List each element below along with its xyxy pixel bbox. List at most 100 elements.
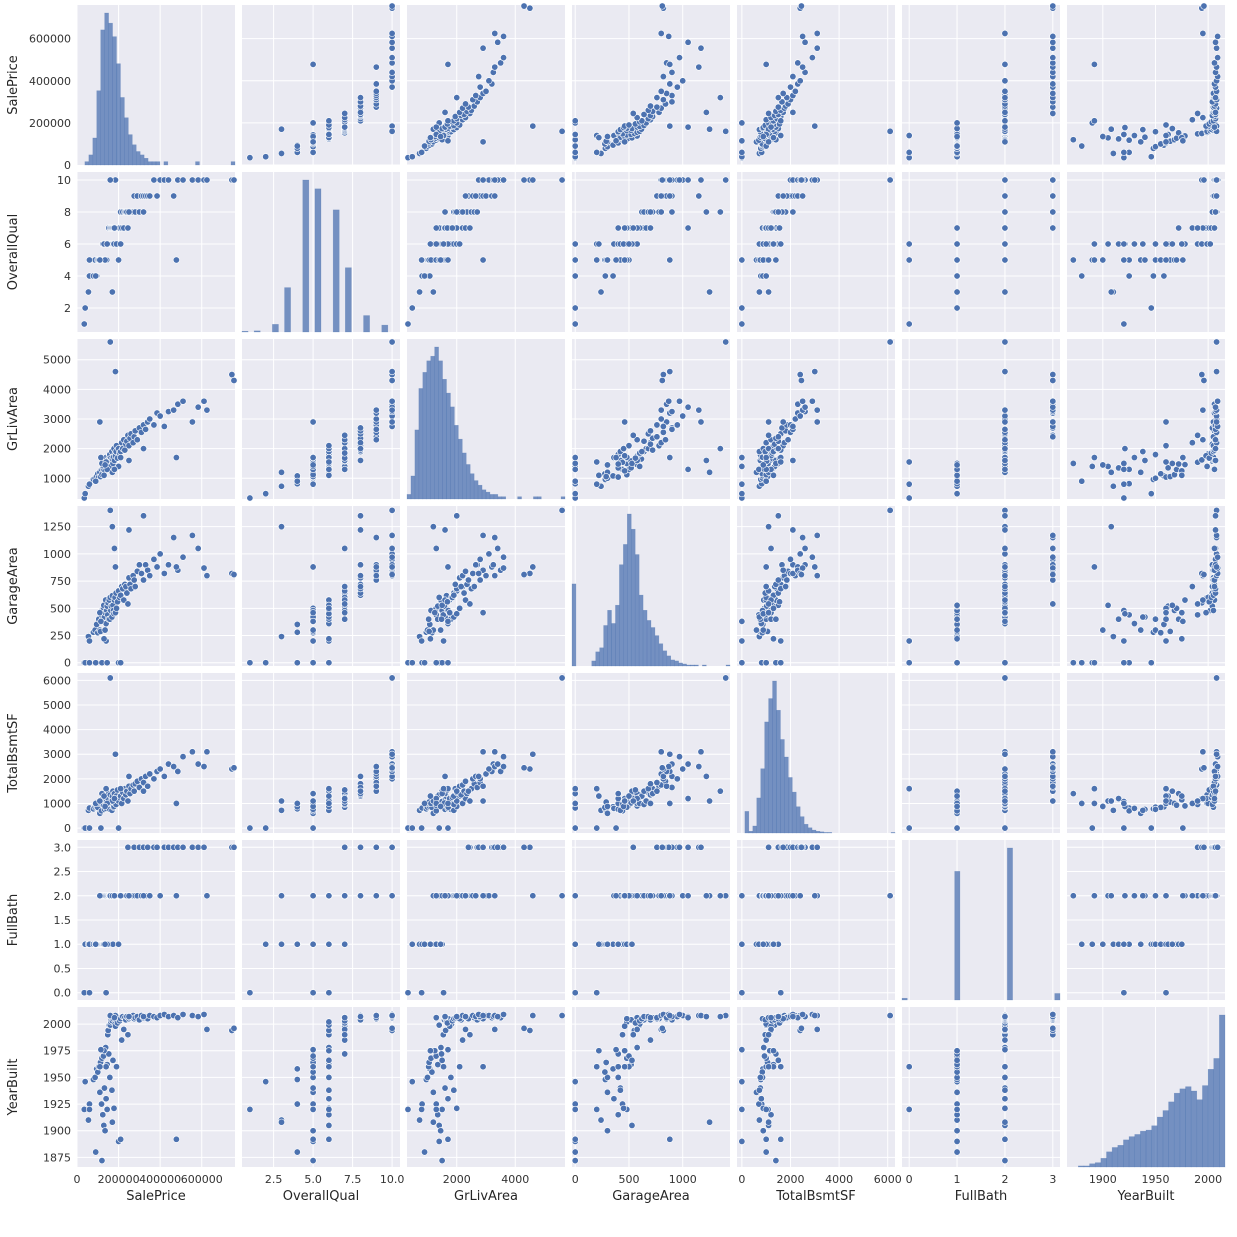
scatter-point (491, 748, 499, 756)
scatter-point (388, 44, 396, 52)
scatter-point (1001, 572, 1009, 580)
scatter-point (230, 843, 238, 851)
panel-GrLivArea-vs-OverallQual (242, 338, 400, 502)
scatter-point (309, 480, 317, 488)
scatter-point (571, 477, 579, 485)
y-axis-label: YearBuilt (6, 1058, 21, 1116)
scatter-point (657, 406, 665, 414)
scatter-point (905, 785, 913, 793)
scatter-point (117, 892, 125, 900)
scatter-point (953, 615, 961, 623)
scatter-point (783, 576, 791, 584)
panel-SalePrice-vs-GrLivArea (404, 2, 566, 166)
histogram-bar (442, 378, 447, 500)
scatter-point (416, 1116, 424, 1124)
x-tick-label: 0 (738, 1173, 745, 1186)
scatter-point (101, 461, 109, 469)
scatter-point (372, 534, 380, 542)
scatter-point (625, 442, 633, 450)
scatter-point (953, 659, 961, 667)
scatter-point (421, 940, 429, 948)
scatter-point (172, 256, 180, 264)
scatter-point (756, 1073, 764, 1081)
panel-GarageArea-vs-SalePrice (76, 506, 238, 667)
scatter-point (408, 304, 416, 312)
histogram-bar (752, 825, 757, 834)
scatter-point (1162, 797, 1170, 805)
scatter-point (309, 418, 317, 426)
scatter-point (666, 892, 674, 900)
scatter-point (110, 544, 118, 552)
scatter-point (485, 550, 493, 558)
scatter-point (479, 44, 487, 52)
scatter-point (418, 637, 426, 645)
scatter-point (230, 571, 238, 579)
scatter-point (470, 583, 478, 591)
scatter-point (170, 192, 178, 200)
panel-GrLivArea-vs-GrLivArea (406, 339, 566, 500)
scatter-point (1168, 601, 1176, 609)
scatter-point (702, 892, 710, 900)
scatter-point (797, 376, 805, 384)
scatter-point (230, 376, 238, 384)
scatter-point (738, 304, 746, 312)
x-axis-label: YearBuilt (1116, 1189, 1174, 1204)
scatter-point (464, 576, 472, 584)
scatter-point (1001, 1013, 1009, 1021)
scatter-point (153, 563, 161, 571)
scatter-point (1120, 940, 1128, 948)
scatter-point (497, 59, 505, 67)
scatter-point (1178, 940, 1186, 948)
scatter-point (472, 192, 480, 200)
scatter-point (277, 482, 285, 490)
scatter-point (1107, 523, 1115, 531)
scatter-point (341, 431, 349, 439)
scatter-point (444, 1095, 452, 1103)
scatter-point (372, 763, 380, 771)
scatter-point (472, 892, 480, 900)
histogram-bar (473, 480, 479, 500)
scatter-point (188, 418, 196, 426)
scatter-point (388, 2, 396, 10)
scatter-point (1214, 843, 1222, 851)
scatter-point (702, 1013, 710, 1021)
scatter-point (1049, 403, 1057, 411)
scatter-point (117, 240, 125, 248)
panel-GarageArea-vs-GrLivArea (404, 506, 566, 667)
scatter-point (716, 1013, 724, 1021)
scatter-point (494, 1013, 502, 1021)
histogram-bar (796, 806, 801, 834)
scatter-point (388, 83, 396, 91)
scatter-point (1212, 526, 1220, 534)
scatter-point (101, 626, 109, 634)
scatter-point (789, 208, 797, 216)
scatter-point (953, 133, 961, 141)
scatter-point (441, 526, 449, 534)
panel-SalePrice-vs-SalePrice (76, 5, 236, 166)
scatter-point (246, 494, 254, 502)
scatter-point (905, 148, 913, 156)
scatter-point (453, 512, 461, 520)
scatter-point (462, 192, 470, 200)
scatter-point (526, 569, 534, 577)
scatter-point (593, 480, 601, 488)
scatter-point (659, 73, 667, 81)
scatter-point (1090, 240, 1098, 248)
scatter-point (84, 1116, 92, 1124)
histogram-bar (615, 604, 620, 667)
scatter-point (612, 137, 620, 145)
histogram-bar (241, 330, 249, 333)
scatter-point (1162, 132, 1170, 140)
scatter-point (621, 452, 629, 460)
scatter-point (309, 617, 317, 625)
histogram-bar (1157, 1116, 1164, 1168)
histogram-bar (104, 12, 109, 166)
scatter-point (325, 1018, 333, 1026)
scatter-point (663, 782, 671, 790)
scatter-point (520, 764, 528, 772)
x-tick-label: 1 (954, 1173, 961, 1186)
scatter-point (695, 192, 703, 200)
scatter-point (1001, 596, 1009, 604)
scatter-point (593, 256, 601, 264)
